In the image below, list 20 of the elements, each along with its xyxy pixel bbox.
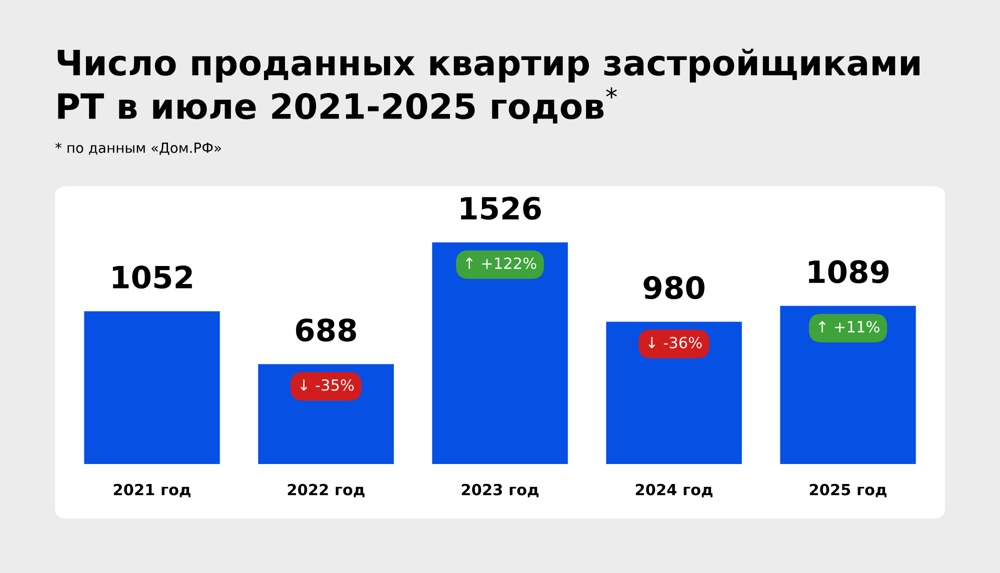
bar: [84, 311, 220, 464]
x-tick-label: 2025 год: [810, 484, 886, 498]
chart-title: Число проданных квартир застройщиками РТ в июле 2021-2025 годов$^{*}$: [58, 48, 920, 124]
data-label: 980: [644, 276, 704, 300]
text: * по данным «Дом.РФ»: [55, 142, 221, 155]
annotation: ↓ -36%: [648, 336, 702, 348]
bar: [432, 242, 568, 464]
data-label: 688: [296, 318, 356, 342]
x-tick-label: 2024 год: [636, 484, 712, 498]
x-tick-label: 2023 год: [462, 484, 538, 498]
annotation: ↓ -35%: [300, 379, 354, 391]
annotation: ↑ +11%: [818, 320, 880, 333]
data-label: 1089: [808, 260, 889, 284]
annotation: ↑ +122%: [466, 257, 536, 270]
data-label: 1526: [460, 196, 541, 220]
bar: [606, 322, 742, 464]
data-label: 1052: [112, 266, 192, 289]
x-tick-label: 2022 год: [288, 484, 364, 498]
bar: [780, 306, 916, 464]
x-tick-label: 2021 год: [114, 484, 190, 498]
